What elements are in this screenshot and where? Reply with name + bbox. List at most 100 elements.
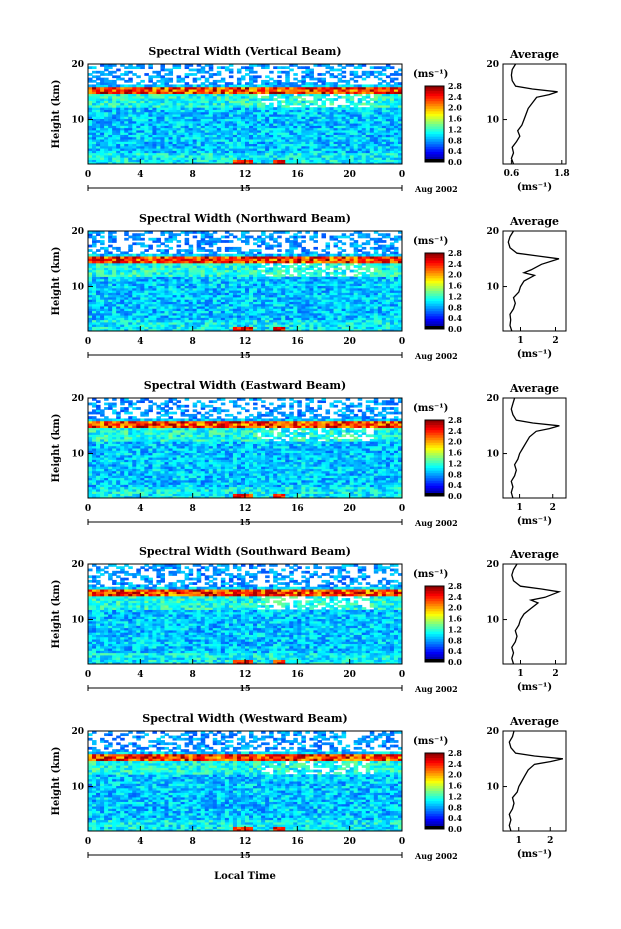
heatmap-cell <box>172 64 178 67</box>
heatmap-cell <box>377 120 383 124</box>
heatmap-cell <box>140 312 145 316</box>
heatmap-cell <box>148 306 153 309</box>
heatmap-cell <box>188 294 194 298</box>
heatmap-cell <box>273 152 278 156</box>
heatmap-cell <box>112 260 117 264</box>
heatmap-cell <box>305 132 310 135</box>
heatmap-cell <box>240 231 246 234</box>
heatmap-cell <box>216 299 222 302</box>
heatmap-cell <box>180 283 186 287</box>
heatmap-cell <box>100 111 105 115</box>
heatmap-cell <box>204 258 210 262</box>
heatmap-cell <box>112 102 117 106</box>
heatmap-cell <box>168 278 174 282</box>
heatmap-cell <box>108 233 113 237</box>
heatmap-cell <box>160 75 165 79</box>
heatmap-cell <box>92 143 97 147</box>
heatmap-cell <box>88 258 93 262</box>
heatmap-cell <box>313 143 318 147</box>
heatmap-cell <box>116 134 121 138</box>
heatmap-cell <box>112 114 117 117</box>
heatmap-cell <box>144 100 149 104</box>
heatmap-cell <box>184 256 190 259</box>
heatmap-cell <box>245 127 250 131</box>
heatmap-cell <box>261 308 266 312</box>
heatmap-cell <box>273 84 278 88</box>
heatmap-cell <box>92 148 97 151</box>
heatmap-cell <box>337 127 343 131</box>
heatmap-cell <box>345 86 351 90</box>
heatmap-cell <box>377 100 383 104</box>
heatmap-cell <box>220 278 226 282</box>
heatmap-cell <box>208 104 214 108</box>
heatmap-cell <box>353 143 359 147</box>
heatmap-cell <box>285 114 290 117</box>
heatmap-cell <box>216 154 222 158</box>
heatmap-cell <box>393 91 399 95</box>
heatmap-cell <box>345 79 351 83</box>
heatmap-cell <box>120 326 125 330</box>
heatmap-cell <box>281 145 286 149</box>
heatmap-cell <box>273 301 278 305</box>
heatmap-cell <box>180 285 186 289</box>
heatmap-cell <box>381 79 387 83</box>
heatmap-cell <box>228 118 234 122</box>
heatmap-cell <box>309 82 314 85</box>
heatmap-cell <box>152 271 157 275</box>
heatmap-cell <box>249 249 254 252</box>
heatmap-cell <box>192 157 198 160</box>
heatmap-cell <box>240 132 246 135</box>
heatmap-cell <box>96 326 101 330</box>
heatmap-cell <box>100 328 105 332</box>
colorbar-step <box>425 111 444 115</box>
heatmap-cell <box>168 93 174 97</box>
heatmap-cell <box>112 129 117 133</box>
heatmap-cell <box>172 86 178 90</box>
heatmap-cell <box>204 301 210 305</box>
heatmap-cell <box>184 159 190 163</box>
heatmap-cell <box>389 154 395 158</box>
heatmap-cell <box>184 91 190 95</box>
heatmap-cell <box>228 267 234 271</box>
heatmap-cell <box>257 136 262 140</box>
heatmap-cell <box>236 89 242 92</box>
heatmap-cell <box>389 107 395 110</box>
heatmap-cell <box>208 86 214 90</box>
heatmap-cell <box>176 66 182 70</box>
heatmap-cell <box>289 299 294 302</box>
heatmap-cell <box>245 319 250 323</box>
heatmap-cell <box>309 75 314 79</box>
heatmap-cell <box>228 285 234 289</box>
heatmap-cell <box>184 98 190 101</box>
heatmap-cell <box>156 296 161 300</box>
heatmap-cell <box>124 114 129 117</box>
heatmap-cell <box>212 267 218 271</box>
heatmap-cell <box>220 134 226 138</box>
heatmap-cell <box>140 317 145 321</box>
heatmap-cell <box>281 299 286 302</box>
heatmap-cell <box>369 98 375 101</box>
heatmap-cell <box>92 134 97 138</box>
heatmap-cell <box>341 129 347 133</box>
heatmap-cell <box>144 123 149 126</box>
heatmap-cell <box>317 73 322 76</box>
heatmap-cell <box>337 89 343 92</box>
heatmap-cell <box>136 315 141 318</box>
heatmap-cell <box>240 299 246 302</box>
heatmap-cell <box>345 154 351 158</box>
heatmap-cell <box>140 265 145 268</box>
heatmap-cell <box>245 237 250 241</box>
heatmap-cell <box>277 321 282 325</box>
heatmap-cell <box>228 317 234 321</box>
heatmap-cell <box>204 242 210 246</box>
heatmap-cell <box>281 150 286 154</box>
heatmap-cell <box>277 269 282 273</box>
heatmap-cell <box>204 107 210 110</box>
heatmap-cell <box>216 303 222 307</box>
heatmap-cell <box>273 306 278 309</box>
heatmap-cell <box>108 260 113 264</box>
heatmap-cell <box>208 114 214 117</box>
heatmap-cell <box>313 91 318 95</box>
heatmap-cell <box>373 120 379 124</box>
heatmap-cell <box>152 145 157 149</box>
